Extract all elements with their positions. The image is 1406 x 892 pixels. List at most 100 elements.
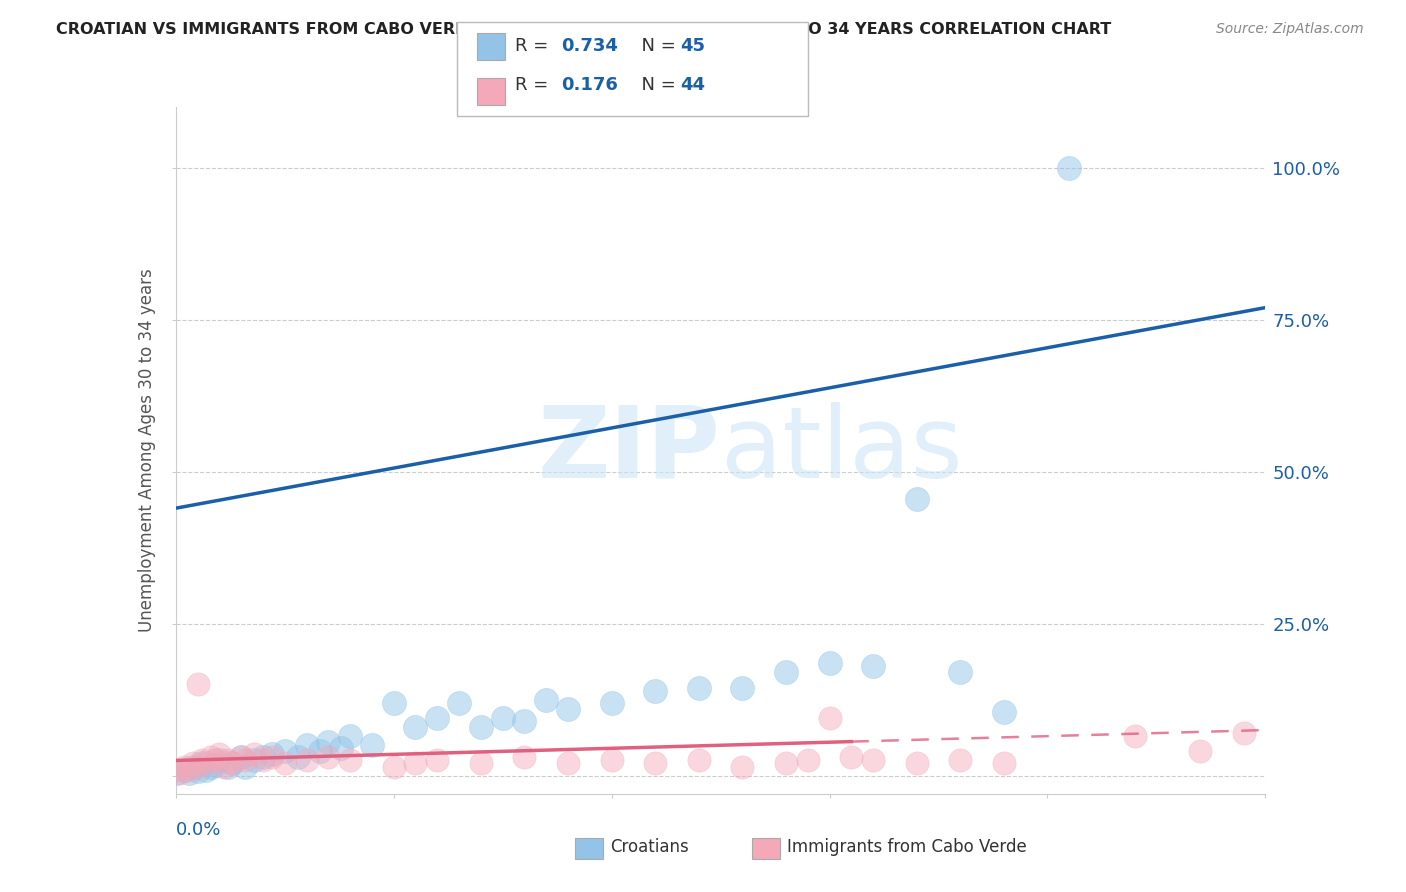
Text: 44: 44 <box>681 76 706 94</box>
Point <box>252 750 274 764</box>
Point <box>200 759 222 773</box>
Point <box>405 756 427 771</box>
Point <box>818 711 841 725</box>
Point <box>295 754 318 768</box>
Point <box>775 665 797 680</box>
Point <box>200 750 222 764</box>
Point <box>339 729 361 743</box>
Point <box>243 747 266 762</box>
Point <box>212 759 235 773</box>
Point <box>243 754 266 768</box>
Point <box>231 750 253 764</box>
Point <box>186 759 209 773</box>
Text: R =: R = <box>515 76 554 94</box>
Point <box>688 681 710 695</box>
Point <box>905 756 928 771</box>
Point <box>841 750 863 764</box>
Point <box>905 492 928 507</box>
Point <box>557 702 579 716</box>
Point <box>993 756 1015 771</box>
Point <box>308 744 330 758</box>
Text: Source: ZipAtlas.com: Source: ZipAtlas.com <box>1216 22 1364 37</box>
Point <box>208 747 231 762</box>
Text: 0.734: 0.734 <box>561 37 617 55</box>
Point <box>274 744 297 758</box>
Point <box>169 765 191 780</box>
Point <box>382 696 405 710</box>
Point <box>993 705 1015 719</box>
Point <box>534 692 557 706</box>
Point <box>360 738 382 752</box>
Point <box>1123 729 1146 743</box>
Text: atlas: atlas <box>721 402 962 499</box>
Point <box>208 754 231 768</box>
Point <box>165 763 187 777</box>
Point <box>513 714 536 728</box>
Point <box>217 759 239 773</box>
Point <box>818 656 841 670</box>
Point <box>644 683 666 698</box>
Point <box>191 756 214 771</box>
Point <box>165 765 187 780</box>
Point <box>688 754 710 768</box>
Point <box>195 763 218 777</box>
Point <box>862 754 884 768</box>
Point <box>235 759 257 773</box>
Point <box>492 711 515 725</box>
Point <box>447 696 470 710</box>
Point <box>470 756 492 771</box>
Point <box>339 754 361 768</box>
Point <box>221 756 243 771</box>
Text: N =: N = <box>630 76 682 94</box>
Point <box>181 759 204 773</box>
Point <box>318 735 340 749</box>
Point <box>1232 726 1256 740</box>
Point <box>173 763 195 777</box>
Point <box>796 754 818 768</box>
Point <box>177 763 200 777</box>
Point <box>949 665 972 680</box>
Text: 45: 45 <box>681 37 706 55</box>
Point <box>186 764 209 778</box>
Point <box>186 677 209 691</box>
Point <box>181 756 204 771</box>
Point <box>204 754 226 768</box>
Text: Immigrants from Cabo Verde: Immigrants from Cabo Verde <box>787 838 1028 856</box>
Text: R =: R = <box>515 37 554 55</box>
Text: CROATIAN VS IMMIGRANTS FROM CABO VERDE UNEMPLOYMENT AMONG AGES 30 TO 34 YEARS CO: CROATIAN VS IMMIGRANTS FROM CABO VERDE U… <box>56 22 1112 37</box>
Point <box>775 756 797 771</box>
Point <box>173 759 195 773</box>
Point <box>949 754 972 768</box>
Point <box>177 765 200 780</box>
Y-axis label: Unemployment Among Ages 30 to 34 years: Unemployment Among Ages 30 to 34 years <box>138 268 156 632</box>
Point <box>470 720 492 734</box>
Text: ZIP: ZIP <box>537 402 721 499</box>
Point <box>862 659 884 673</box>
Point <box>1189 744 1212 758</box>
Text: N =: N = <box>630 37 682 55</box>
Point <box>644 756 666 771</box>
Text: 0.176: 0.176 <box>561 76 617 94</box>
Point <box>204 757 226 772</box>
Point <box>330 741 353 756</box>
Point <box>600 696 623 710</box>
Point <box>274 756 297 771</box>
Point <box>252 754 274 768</box>
Point <box>195 756 218 771</box>
Point <box>731 759 754 773</box>
Point <box>731 681 754 695</box>
Point <box>191 754 214 768</box>
Point <box>287 750 309 764</box>
Point <box>405 720 427 734</box>
Point <box>318 750 340 764</box>
Point <box>217 754 239 768</box>
Point <box>557 756 579 771</box>
Point <box>235 754 257 768</box>
Point <box>426 711 449 725</box>
Point <box>260 747 283 762</box>
Point <box>221 756 243 771</box>
Text: Croatians: Croatians <box>610 838 689 856</box>
Point <box>600 754 623 768</box>
Text: 0.0%: 0.0% <box>176 822 221 839</box>
Point <box>382 759 405 773</box>
